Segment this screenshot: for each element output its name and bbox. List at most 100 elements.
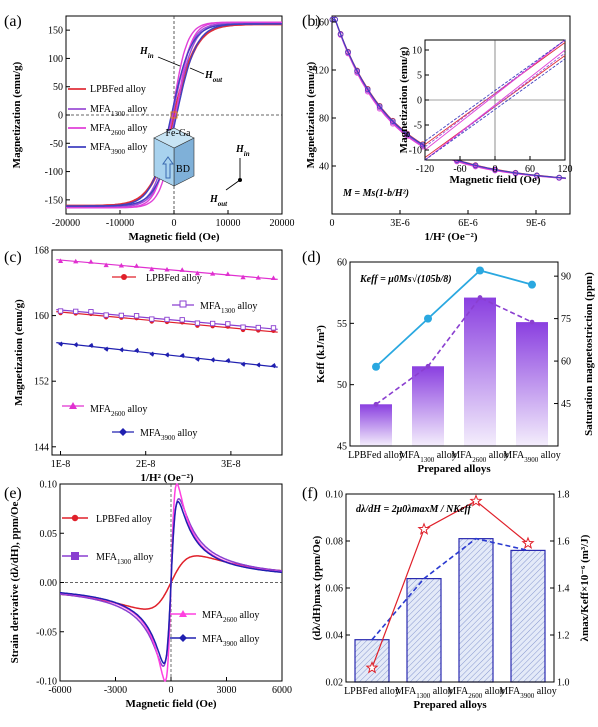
data-point <box>271 363 276 369</box>
y-tick-label: -150 <box>45 195 63 206</box>
data-point <box>210 270 216 276</box>
star-point <box>469 494 483 507</box>
ratio-line <box>371 537 529 641</box>
star-point <box>521 536 535 549</box>
data-point <box>364 86 371 93</box>
bar <box>354 639 390 683</box>
y-tick-label: -100 <box>45 167 63 178</box>
data-point <box>390 118 396 125</box>
x-category-label: MFA3900 alloy <box>499 686 556 700</box>
legend-entry: LPBFed alloy <box>146 273 202 284</box>
y2-tick-label: 1.6 <box>557 537 570 548</box>
keff-point <box>425 363 431 369</box>
panel-label-d: (d) <box>302 249 321 266</box>
y-tick-label: 0.06 <box>326 584 344 595</box>
data-point <box>195 356 200 362</box>
y-tick-label: -0.05 <box>36 627 57 638</box>
y-tick-label: 160 <box>34 311 49 322</box>
annotation-hout: Hout <box>204 70 223 84</box>
legend-marker <box>71 552 79 560</box>
x-tick-label: 10000 <box>216 218 241 229</box>
data-point <box>88 259 94 264</box>
y-tick-label: 45 <box>337 442 347 453</box>
panel-c: (c) 1E-8 2E-8 3E-8 144 152 160 168 1/H² (Oe⁻²) Ma… <box>4 246 283 484</box>
inset-series-line <box>424 39 566 142</box>
panel-label-f: (f) <box>302 485 318 502</box>
y2-tick-label: 1.8 <box>557 490 570 501</box>
bar <box>458 538 494 683</box>
lambda-point <box>528 280 536 289</box>
series-line-4 <box>66 23 282 207</box>
legend-entry: LPBFed alloy <box>90 84 146 95</box>
x-tick-label: 1E-8 <box>51 459 70 470</box>
data-point <box>164 352 170 358</box>
formula-text: dλ/dH = 2μ0λmaxM / NKeff <box>356 504 473 515</box>
bar <box>406 577 442 683</box>
keff-point <box>477 295 483 300</box>
y2-tick-label: 90 <box>561 272 571 283</box>
hout-axis-line <box>225 179 241 191</box>
y-tick-label: 0.10 <box>40 480 58 491</box>
legend-entry: MFA2600 alloy <box>90 123 147 137</box>
data-point <box>534 172 540 179</box>
inset-series-line <box>424 49 566 161</box>
legend-entry: MFA3900 alloy <box>90 142 147 156</box>
data-point <box>57 258 64 264</box>
data-point <box>133 263 140 268</box>
y2-axis-label: λmax/Keff×10⁻⁶ (m³/J) <box>579 534 591 641</box>
legend-marker <box>69 402 77 409</box>
x-tick-label: -3000 <box>104 685 127 696</box>
panel-f: (f) 0.02 0.04 0.06 0.08 0.10 1.0 1.2 1.4 1.6 1.8 LP… <box>302 485 591 711</box>
keff-point <box>529 319 535 325</box>
y-tick-label: 0.05 <box>40 529 58 540</box>
bar <box>510 549 546 683</box>
inset-x-axis-label: Magnetic field (Oe) <box>449 174 540 186</box>
data-point <box>255 324 261 331</box>
bar <box>516 322 548 446</box>
y-tick-label: 55 <box>337 319 347 330</box>
data-point <box>225 358 231 364</box>
annotation-hout-axis: Hout <box>209 194 228 208</box>
inset-series-line <box>424 39 566 151</box>
y-tick-label: 50 <box>337 380 347 391</box>
data-point <box>88 342 94 349</box>
y-tick-label: 40 <box>319 162 329 173</box>
bar <box>464 297 496 446</box>
x-tick-label: 9E-6 <box>526 218 545 229</box>
lambda-point <box>372 362 380 371</box>
inset-y-axis-label: Magnetization (emu/g) <box>398 46 410 153</box>
x-tick-label: 3E-8 <box>221 459 240 470</box>
data-point <box>118 312 125 319</box>
data-point <box>103 312 109 318</box>
x-tick-label: -10000 <box>106 218 134 229</box>
data-point <box>225 321 231 327</box>
inset-x-tick-label: -60 <box>453 164 466 175</box>
data-point <box>404 131 411 137</box>
x-category-label: MFA1300 alloy <box>399 450 456 464</box>
data-point <box>492 166 498 173</box>
x-category-label: MFA2600 alloy <box>451 450 508 464</box>
panel-a: (a) -20000 -10000 0 10000 20000 -150 -100 -50 0 50… <box>4 13 295 243</box>
x-tick-label: 0 <box>169 685 174 696</box>
keff-line <box>375 296 533 405</box>
data-point <box>57 308 64 314</box>
data-point <box>103 346 109 352</box>
annotation-hin-axis: Hin <box>235 144 250 158</box>
x-tick-label: -20000 <box>52 218 80 229</box>
inset-y-tick-label: -5 <box>414 121 422 132</box>
x-axis-label: 1/H² (Oe⁻²) <box>424 231 477 243</box>
annotation-arrow <box>157 56 181 67</box>
series-line-4 <box>59 501 283 664</box>
x-category-label: MFA3900 alloy <box>503 450 560 464</box>
bar <box>360 404 392 446</box>
y-tick-label: 50 <box>53 82 63 93</box>
y-axis-label: Magnetization (emu/g) <box>305 61 317 168</box>
inset-x-tick-label: -120 <box>416 164 434 175</box>
star-point <box>417 522 431 535</box>
inset-y-tick-label: 10 <box>412 46 422 57</box>
inset-x-tick-label: 120 <box>558 164 573 175</box>
data-point <box>118 347 124 353</box>
inset-series-line <box>424 58 566 161</box>
